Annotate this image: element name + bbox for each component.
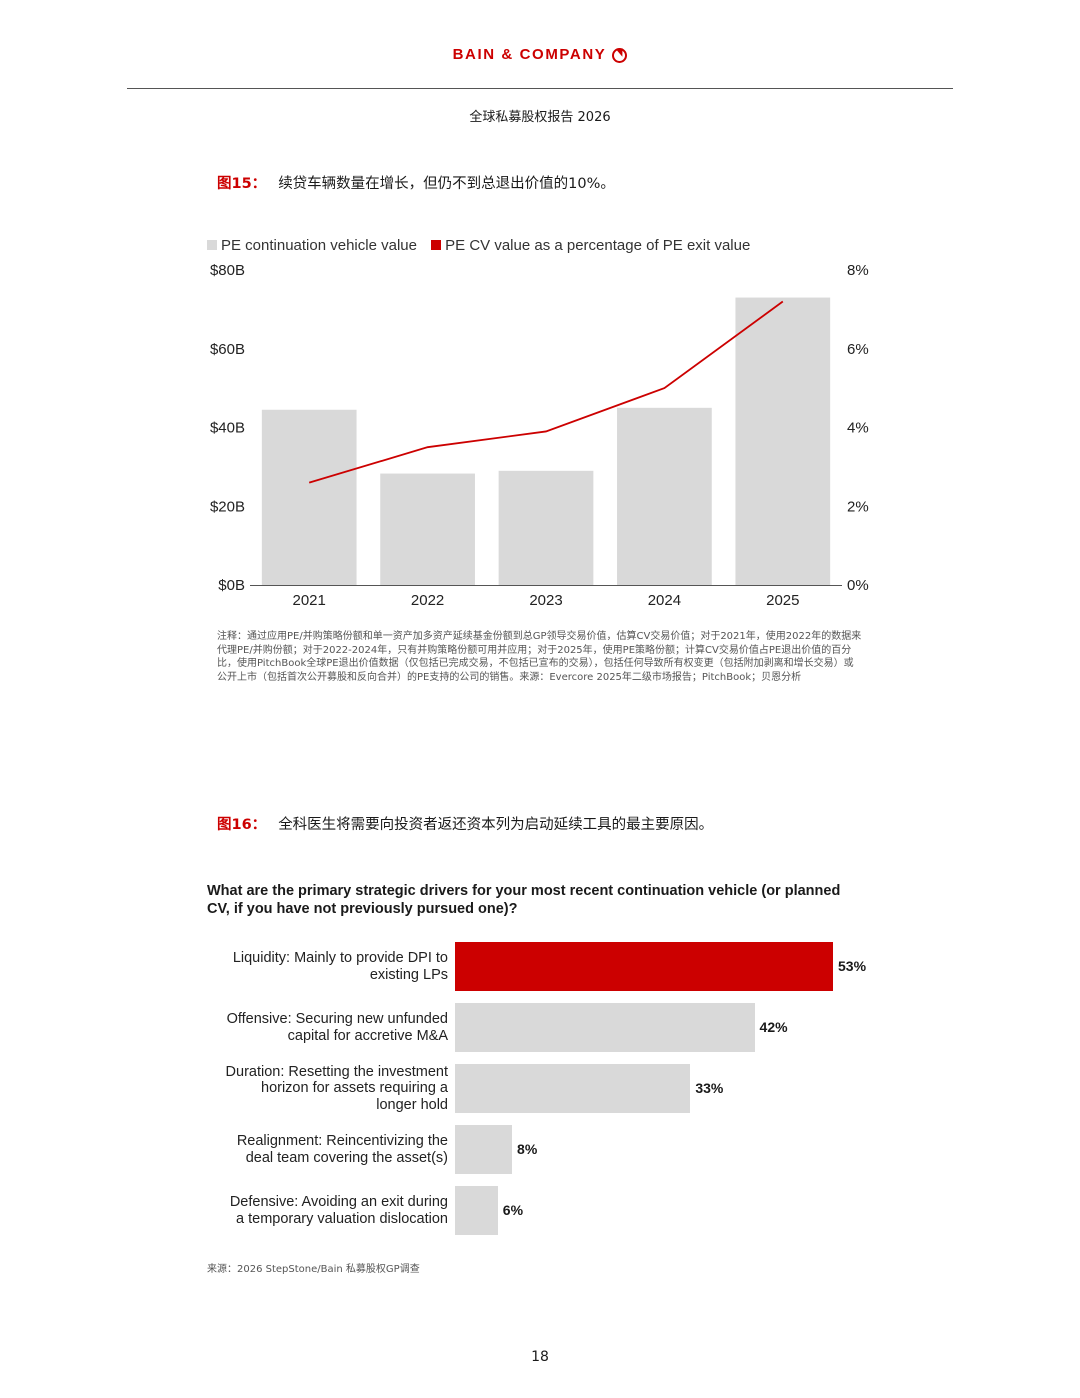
figure15-note: 注释：通过应用PE/并购策略份额和单一资产加多资产延续基金份额到总GP领导交易价… <box>217 631 862 683</box>
y-left-tick-label: $20B <box>210 498 245 515</box>
bar-category-label-line: deal team covering the asset(s) <box>245 1149 448 1166</box>
y-left-tick-label: $40B <box>210 420 245 437</box>
figure15-number: 图15： <box>217 176 267 192</box>
bar-category-label: Realignment: Reincentivizing the deal tea… <box>190 1133 448 1166</box>
brand-name: BAIN & COMPANY <box>452 46 607 63</box>
bain-logo-icon <box>612 48 628 63</box>
hbar-4 <box>455 1186 498 1235</box>
bar-category-label-line: horizon for assets requiring a <box>261 1080 448 1097</box>
figure15-title: 图15： 续贷车辆数量在增长，但仍不到总退出价值的10%。 <box>217 172 615 193</box>
bar-category-label-line: Offensive: Securing new unfunded <box>226 1011 448 1027</box>
figure15-caption: 续贷车辆数量在增长，但仍不到总退出价值的10%。 <box>278 176 615 192</box>
y-left-tick-label: $80B <box>210 262 245 279</box>
x-tick-label: 2025 <box>766 592 799 609</box>
bar-category-label-line: existing LPs <box>369 966 448 983</box>
bar-category-label-line: capital for accretive M&A <box>287 1027 448 1044</box>
y-right-tick-label: 8% <box>847 262 869 279</box>
hbar-1 <box>455 1003 755 1052</box>
report-title: 全球私募股权报告 2026 <box>469 110 611 125</box>
x-tick-label: 2022 <box>411 592 444 609</box>
legend-label-line: PE CV value as a percentage of PE exit v… <box>445 237 751 254</box>
bar-2023 <box>498 470 594 585</box>
y-right-tick-label: 0% <box>847 577 869 594</box>
figure16-source: 来源：2026 StepStone/Bain 私募股权GP调查 <box>207 1264 420 1275</box>
brand-logo-text: BAIN & COMPANY <box>0 46 1080 63</box>
figure16-number: 图16： <box>217 817 267 833</box>
legend-label-bars: PE continuation vehicle value <box>221 237 417 254</box>
hbar-value-label: 53% <box>838 958 867 974</box>
bar-category-label: Liquidity: Mainly to provide DPI to exist… <box>190 950 448 983</box>
y-left-tick-label: $0B <box>218 577 245 594</box>
legend-swatch-red <box>431 240 442 250</box>
hbar-value-label: 8% <box>517 1141 538 1157</box>
bar-category-label: Offensive: Securing new unfunded capital … <box>190 1011 448 1044</box>
y-right-tick-label: 4% <box>847 420 869 437</box>
hbar-0 <box>455 942 833 991</box>
x-tick-label: 2024 <box>648 592 681 609</box>
legend-item-bars: PE continuation vehicle value <box>207 237 417 254</box>
bar-category-label: Defensive: Avoiding an exit during a temp… <box>190 1194 448 1227</box>
x-tick-label: 2021 <box>293 592 326 609</box>
legend-swatch-gray <box>207 240 217 250</box>
bar-category-label-line: Realignment: Reincentivizing the <box>236 1133 448 1149</box>
bar-2022 <box>380 473 475 585</box>
bar-category-label-line: a temporary valuation dislocation <box>236 1210 448 1227</box>
figure16-caption: 全科医生将需要向投资者返还资本列为启动延续工具的最主要原因。 <box>278 817 714 833</box>
figure16-title: 图16： 全科医生将需要向投资者返还资本列为启动延续工具的最主要原因。 <box>217 813 713 834</box>
hbar-2 <box>455 1064 691 1113</box>
y-left-tick-label: $60B <box>210 341 245 358</box>
bar-2021 <box>261 409 357 585</box>
bar-2024 <box>617 407 712 585</box>
y-right-tick-label: 2% <box>847 498 869 515</box>
hbar-value-label: 33% <box>695 1080 724 1096</box>
bar-category-label-line: Liquidity: Mainly to provide DPI to <box>232 950 448 966</box>
legend-item-line: PE CV value as a percentage of PE exit v… <box>431 237 750 254</box>
bar-category-label: Duration: Resetting the investment horizo… <box>190 1064 448 1114</box>
bar-category-label-line: Duration: Resetting the investment <box>225 1063 448 1080</box>
figure15-legend: PE continuation vehicle value PE CV valu… <box>207 237 760 254</box>
hbar-3 <box>455 1125 513 1174</box>
y-right-tick-label: 6% <box>847 341 869 358</box>
hbar-value-label: 6% <box>502 1202 524 1218</box>
x-tick-label: 2023 <box>529 592 562 609</box>
bar-2025 <box>735 297 831 585</box>
figure15-chart: 2021 2022 2023 2024 2025 $80B $60B $40B $20B $0B 8… <box>210 262 869 609</box>
header-divider <box>127 88 953 89</box>
hbar-value-label: 42% <box>759 1019 788 1035</box>
page-number: 18 <box>531 1349 549 1365</box>
bar-category-label-line: longer hold <box>376 1096 448 1113</box>
bar-category-label-line: Defensive: Avoiding an exit during <box>229 1194 448 1210</box>
survey-question: What are the primary strategic drivers f… <box>207 883 841 917</box>
